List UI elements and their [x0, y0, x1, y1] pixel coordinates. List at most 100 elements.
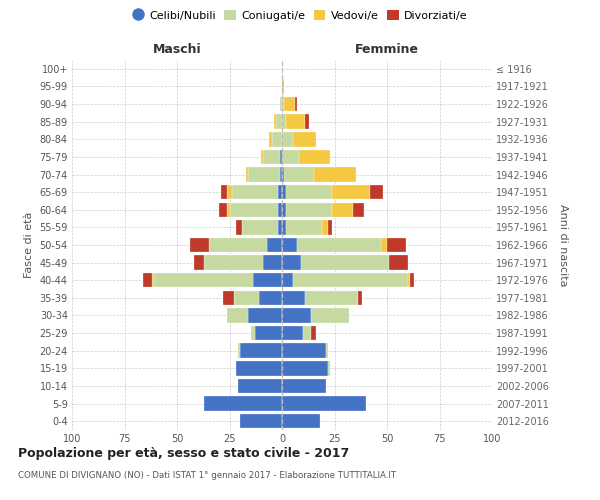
Bar	[282, 344, 326, 358]
Bar	[254, 326, 282, 340]
Bar	[236, 220, 242, 234]
Bar	[286, 202, 332, 217]
Bar	[143, 273, 152, 287]
Bar	[332, 202, 353, 217]
Bar	[314, 168, 355, 181]
Bar	[284, 97, 295, 112]
Bar	[381, 238, 387, 252]
Bar	[322, 220, 328, 234]
Bar	[248, 308, 282, 322]
Bar	[268, 238, 282, 252]
Bar	[282, 378, 326, 393]
Bar	[280, 150, 282, 164]
Bar	[263, 150, 280, 164]
Bar	[282, 308, 311, 322]
Bar	[296, 238, 381, 252]
Bar	[282, 220, 286, 234]
Bar	[227, 185, 232, 200]
Text: Femmine: Femmine	[355, 44, 419, 57]
Bar	[282, 79, 284, 94]
Bar	[238, 344, 240, 358]
Bar	[305, 290, 358, 305]
Bar	[154, 273, 253, 287]
Bar	[259, 290, 282, 305]
Bar	[282, 361, 328, 376]
Bar	[282, 114, 286, 129]
Bar	[232, 185, 278, 200]
Bar	[278, 202, 282, 217]
Bar	[240, 414, 282, 428]
Bar	[389, 256, 408, 270]
Bar	[278, 185, 282, 200]
Bar	[286, 220, 322, 234]
Bar	[303, 326, 311, 340]
Bar	[299, 150, 331, 164]
Bar	[284, 168, 314, 181]
Bar	[274, 114, 276, 129]
Bar	[204, 396, 282, 411]
Bar	[238, 378, 282, 393]
Bar	[293, 273, 408, 287]
Bar	[253, 273, 282, 287]
Bar	[353, 202, 364, 217]
Bar	[219, 202, 227, 217]
Text: COMUNE DI DIVIGNANO (NO) - Dati ISTAT 1° gennaio 2017 - Elaborazione TUTTITALIA.: COMUNE DI DIVIGNANO (NO) - Dati ISTAT 1°…	[18, 471, 396, 480]
Bar	[230, 202, 278, 217]
Bar	[223, 290, 234, 305]
Bar	[282, 238, 296, 252]
Bar	[152, 273, 154, 287]
Y-axis label: Anni di nascita: Anni di nascita	[559, 204, 568, 286]
Bar	[358, 290, 362, 305]
Bar	[276, 114, 282, 129]
Bar	[282, 273, 293, 287]
Bar	[194, 256, 204, 270]
Bar	[280, 97, 282, 112]
Text: Popolazione per età, sesso e stato civile - 2017: Popolazione per età, sesso e stato civil…	[18, 448, 349, 460]
Bar	[328, 361, 331, 376]
Bar	[282, 185, 286, 200]
Bar	[311, 308, 349, 322]
Bar	[408, 273, 410, 287]
Bar	[282, 132, 293, 146]
Y-axis label: Fasce di età: Fasce di età	[24, 212, 34, 278]
Bar	[247, 168, 248, 181]
Bar	[282, 290, 305, 305]
Bar	[242, 220, 278, 234]
Bar	[387, 238, 406, 252]
Bar	[295, 97, 297, 112]
Bar	[311, 326, 316, 340]
Bar	[221, 185, 227, 200]
Bar	[282, 150, 299, 164]
Bar	[190, 238, 209, 252]
Bar	[227, 202, 229, 217]
Bar	[278, 220, 282, 234]
Bar	[282, 202, 286, 217]
Bar	[282, 396, 366, 411]
Bar	[227, 308, 248, 322]
Bar	[293, 132, 316, 146]
Bar	[301, 256, 389, 270]
Bar	[282, 97, 284, 112]
Bar	[269, 132, 271, 146]
Bar	[271, 132, 282, 146]
Bar	[248, 168, 280, 181]
Bar	[234, 290, 259, 305]
Legend: Celibi/Nubili, Coniugati/e, Vedovi/e, Divorziati/e: Celibi/Nubili, Coniugati/e, Vedovi/e, Di…	[128, 6, 472, 25]
Bar	[305, 114, 310, 129]
Bar	[261, 150, 263, 164]
Bar	[282, 168, 284, 181]
Bar	[410, 273, 414, 287]
Bar	[240, 344, 282, 358]
Bar	[370, 185, 383, 200]
Bar	[286, 185, 332, 200]
Text: Maschi: Maschi	[152, 44, 202, 57]
Bar	[282, 256, 301, 270]
Bar	[280, 168, 282, 181]
Bar	[205, 256, 263, 270]
Bar	[326, 344, 328, 358]
Bar	[282, 326, 303, 340]
Bar	[209, 238, 268, 252]
Bar	[282, 414, 320, 428]
Bar	[236, 361, 282, 376]
Bar	[263, 256, 282, 270]
